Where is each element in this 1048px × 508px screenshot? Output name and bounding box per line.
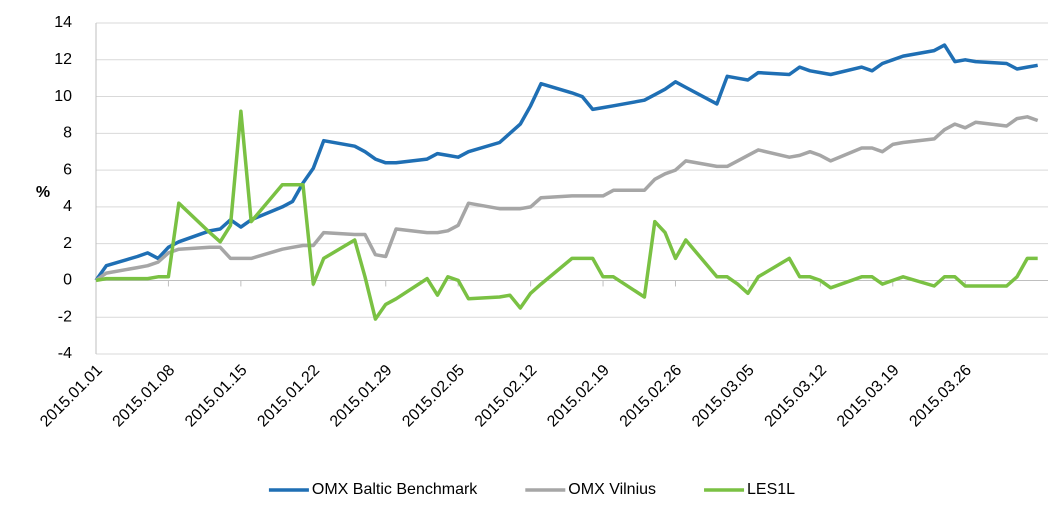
y-tick-label: -2 <box>58 308 72 325</box>
x-tick-label: 2015.03.12 <box>762 362 831 431</box>
y-tick-label: -4 <box>58 345 72 362</box>
x-tick-label: 2015.01.29 <box>327 362 396 431</box>
x-tick-label: 2015.02.19 <box>544 362 613 431</box>
x-tick-label: 2015.01.01 <box>37 362 106 431</box>
x-tick-label: 2015.02.05 <box>399 362 468 431</box>
x-tick-label: 2015.01.22 <box>254 362 323 431</box>
y-axis-label: % <box>36 184 50 201</box>
y-tick-label: 8 <box>63 125 72 142</box>
legend: OMX Baltic Benchmark OMX Vilnius LES1L <box>268 481 795 498</box>
series-line <box>95 109 1038 321</box>
y-tick-label: 10 <box>54 88 72 105</box>
x-tick-label: 2015.02.12 <box>472 362 541 431</box>
y-tick-label: 12 <box>54 51 72 68</box>
series-line <box>94 115 1039 282</box>
x-tick-label: 2015.01.08 <box>110 362 179 431</box>
legend-label: OMX Baltic Benchmark <box>312 481 478 498</box>
x-tick-label: 2015.03.26 <box>906 362 975 431</box>
x-tick-label: 2015.03.05 <box>689 362 758 431</box>
y-tick-label: 6 <box>63 161 72 178</box>
x-tick-label: 2015.02.26 <box>617 362 686 431</box>
x-tick-label: 2015.01.15 <box>182 362 251 431</box>
y-tick-label: 4 <box>63 198 72 215</box>
y-tick-label: 2 <box>63 235 72 252</box>
y-tick-label: 0 <box>63 272 72 289</box>
legend-label: LES1L <box>747 481 795 498</box>
legend-label: OMX Vilnius <box>568 481 656 498</box>
y-tick-label: 14 <box>54 14 72 31</box>
x-tick-label: 2015.03.19 <box>834 362 903 431</box>
